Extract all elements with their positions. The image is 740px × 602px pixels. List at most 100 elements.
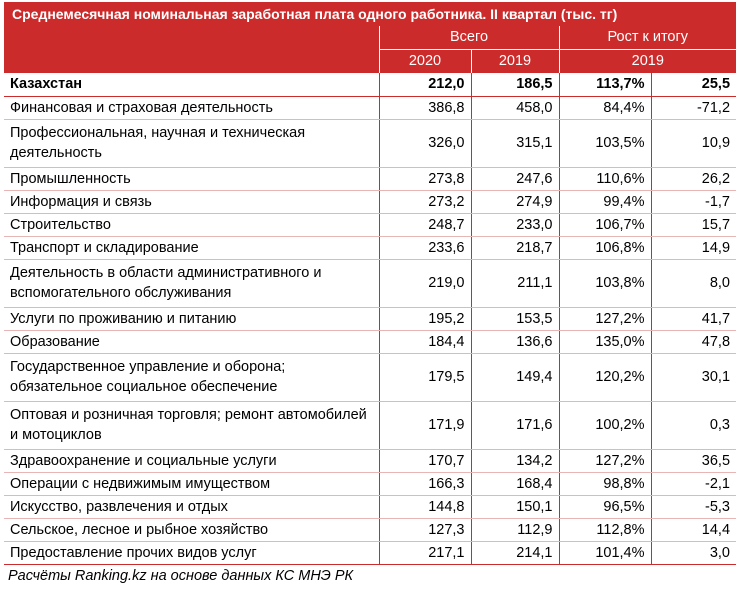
row-growth-pct: 103,5% bbox=[558, 119, 651, 168]
row-name: Оптовая и розничная торговля; ремонт авт… bbox=[4, 401, 379, 450]
row-growth-diff: 41,7 bbox=[650, 307, 737, 331]
row-value-2020: 248,7 bbox=[378, 213, 471, 237]
row-value-2019: 214,1 bbox=[470, 541, 559, 565]
row-growth-pct: 100,2% bbox=[558, 401, 651, 450]
header-row-years: 2020 2019 2019 bbox=[4, 48, 737, 72]
header-growth-group: Рост к итогу bbox=[558, 26, 737, 49]
table-title: Среднемесячная номинальная заработная пл… bbox=[4, 2, 736, 26]
row-growth-diff: 3,0 bbox=[650, 541, 737, 565]
row-growth-pct: 103,8% bbox=[558, 259, 651, 308]
row-growth-pct: 110,6% bbox=[558, 167, 651, 191]
row-name: Строительство bbox=[4, 213, 379, 237]
row-value-2019: 218,7 bbox=[470, 236, 559, 260]
row-value-2020: 170,7 bbox=[378, 449, 471, 473]
row-growth-pct: 96,5% bbox=[558, 495, 651, 519]
row-growth-pct: 101,4% bbox=[558, 541, 651, 565]
row-value-2019: 149,4 bbox=[470, 353, 559, 402]
total-growth-diff: 25,5 bbox=[650, 71, 737, 97]
table-row: Финансовая и страховая деятельность 386,8… bbox=[4, 96, 737, 120]
header-total-group: Всего bbox=[378, 26, 559, 49]
row-value-2019: 315,1 bbox=[470, 119, 559, 168]
row-name: Предоставление прочих видов услуг bbox=[4, 541, 379, 565]
table-row: Образование 184,4 136,6 135,0% 47,8 bbox=[4, 330, 737, 354]
header-blank-cell bbox=[4, 26, 379, 72]
table-body: Казахстан 212,0 186,5 113,7% 25,5 Финанс… bbox=[4, 71, 737, 565]
row-growth-diff: 14,4 bbox=[650, 518, 737, 542]
table-row: Информация и связь 273,2 274,9 99,4% -1,7 bbox=[4, 190, 737, 214]
row-name: Услуги по проживанию и питанию bbox=[4, 307, 379, 331]
table-row: Оптовая и розничная торговля; ремонт авт… bbox=[4, 401, 737, 450]
row-growth-pct: 106,7% bbox=[558, 213, 651, 237]
row-value-2020: 233,6 bbox=[378, 236, 471, 260]
row-growth-pct: 84,4% bbox=[558, 96, 651, 120]
row-name: Сельское, лесное и рыбное хозяйство bbox=[4, 518, 379, 542]
total-row: Казахстан 212,0 186,5 113,7% 25,5 bbox=[4, 71, 737, 97]
row-value-2019: 136,6 bbox=[470, 330, 559, 354]
row-growth-diff: -2,1 bbox=[650, 472, 737, 496]
row-growth-diff: -5,3 bbox=[650, 495, 737, 519]
table-row: Здравоохранение и социальные услуги 170,7… bbox=[4, 449, 737, 473]
total-2020: 212,0 bbox=[378, 71, 471, 97]
row-name: Финансовая и страховая деятельность bbox=[4, 96, 379, 120]
total-growth-pct: 113,7% bbox=[558, 71, 651, 97]
row-value-2019: 211,1 bbox=[470, 259, 559, 308]
row-growth-diff: 15,7 bbox=[650, 213, 737, 237]
row-growth-pct: 106,8% bbox=[558, 236, 651, 260]
row-value-2020: 386,8 bbox=[378, 96, 471, 120]
header-growth-year: 2019 bbox=[558, 48, 737, 72]
row-growth-diff: 8,0 bbox=[650, 259, 737, 308]
row-value-2019: 233,0 bbox=[470, 213, 559, 237]
row-growth-diff: -71,2 bbox=[650, 96, 737, 120]
table-row: Деятельность в области административного… bbox=[4, 259, 737, 308]
table-row: Операции с недвижимым имуществом 166,3 168… bbox=[4, 472, 737, 496]
row-value-2020: 219,0 bbox=[378, 259, 471, 308]
row-growth-diff: 26,2 bbox=[650, 167, 737, 191]
row-value-2020: 166,3 bbox=[378, 472, 471, 496]
row-name: Профессиональная, научная и техническая … bbox=[4, 119, 379, 168]
row-growth-pct: 127,2% bbox=[558, 307, 651, 331]
table-row: Искусство, развлечения и отдых 144,8 150,1… bbox=[4, 495, 737, 519]
row-name: Образование bbox=[4, 330, 379, 354]
table-row: Предоставление прочих видов услуг 217,1 21… bbox=[4, 541, 737, 565]
row-value-2019: 134,2 bbox=[470, 449, 559, 473]
row-growth-pct: 120,2% bbox=[558, 353, 651, 402]
row-value-2019: 171,6 bbox=[470, 401, 559, 450]
header-row-groups: Всего Рост к итогу bbox=[4, 26, 737, 72]
row-name: Операции с недвижимым имуществом bbox=[4, 472, 379, 496]
row-value-2020: 179,5 bbox=[378, 353, 471, 402]
row-growth-pct: 135,0% bbox=[558, 330, 651, 354]
row-growth-pct: 98,8% bbox=[558, 472, 651, 496]
source-note: Расчёты Ranking.kz на основе данных КС М… bbox=[8, 567, 354, 584]
row-name: Здравоохранение и социальные услуги bbox=[4, 449, 379, 473]
row-growth-diff: 47,8 bbox=[650, 330, 737, 354]
row-name: Государственное управление и оборона; об… bbox=[4, 353, 379, 402]
row-growth-diff: 10,9 bbox=[650, 119, 737, 168]
table-row: Профессиональная, научная и техническая … bbox=[4, 119, 737, 168]
table-row: Государственное управление и оборона; об… bbox=[4, 353, 737, 402]
row-value-2019: 168,4 bbox=[470, 472, 559, 496]
row-value-2020: 171,9 bbox=[378, 401, 471, 450]
row-value-2019: 150,1 bbox=[470, 495, 559, 519]
row-growth-pct: 127,2% bbox=[558, 449, 651, 473]
row-value-2019: 458,0 bbox=[470, 96, 559, 120]
row-name: Искусство, развлечения и отдых bbox=[4, 495, 379, 519]
wage-table-container: Среднемесячная номинальная заработная пл… bbox=[4, 2, 737, 587]
row-growth-diff: 36,5 bbox=[650, 449, 737, 473]
row-value-2019: 153,5 bbox=[470, 307, 559, 331]
total-2019: 186,5 bbox=[470, 71, 559, 97]
row-name: Промышленность bbox=[4, 167, 379, 191]
row-value-2020: 144,8 bbox=[378, 495, 471, 519]
table-row: Промышленность 273,8 247,6 110,6% 26,2 bbox=[4, 167, 737, 191]
row-growth-diff: 14,9 bbox=[650, 236, 737, 260]
row-value-2019: 274,9 bbox=[470, 190, 559, 214]
row-value-2020: 273,8 bbox=[378, 167, 471, 191]
row-name: Деятельность в области административного… bbox=[4, 259, 379, 308]
row-name: Информация и связь bbox=[4, 190, 379, 214]
row-growth-diff: 30,1 bbox=[650, 353, 737, 402]
table-row: Услуги по проживанию и питанию 195,2 153,5… bbox=[4, 307, 737, 331]
row-value-2019: 247,6 bbox=[470, 167, 559, 191]
row-value-2020: 217,1 bbox=[378, 541, 471, 565]
row-value-2020: 273,2 bbox=[378, 190, 471, 214]
row-name: Транспорт и складирование bbox=[4, 236, 379, 260]
row-value-2020: 127,3 bbox=[378, 518, 471, 542]
